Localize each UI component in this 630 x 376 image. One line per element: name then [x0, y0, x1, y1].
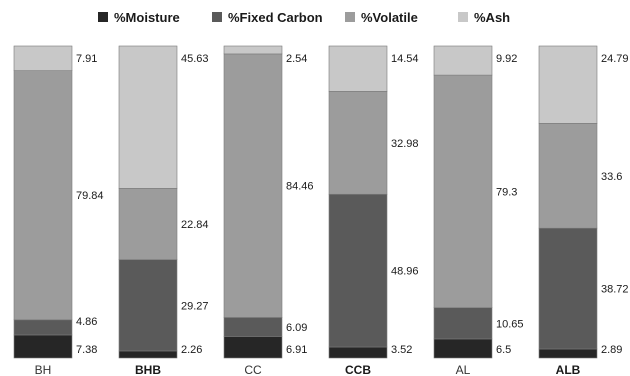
bar-segment-ash: [118, 45, 178, 189]
bar-segment-volatile: [328, 91, 388, 195]
legend: %Moisture %Fixed Carbon %Volatile %Ash: [98, 10, 510, 25]
data-label: 2.54: [286, 53, 307, 65]
data-label: 10.65: [496, 318, 524, 330]
data-label: 79.84: [76, 190, 104, 202]
bars: [13, 45, 598, 359]
bar-segment-ash: [13, 45, 73, 71]
bar-segment-moisture: [433, 338, 493, 359]
category-label-al: AL: [456, 363, 471, 376]
bar-segment-fixed-carbon: [223, 317, 283, 337]
category-label-bh: BH: [35, 363, 52, 376]
data-label: 2.89: [601, 344, 622, 356]
data-label: 79.3: [496, 186, 517, 198]
data-label: 3.52: [391, 344, 412, 356]
data-label: 33.6: [601, 171, 622, 183]
bar-stack-cc: [223, 45, 283, 359]
bar-segment-moisture: [538, 348, 598, 359]
data-label: 6.91: [286, 344, 307, 356]
legend-swatch: [458, 12, 468, 22]
category-label-bhb: BHB: [135, 363, 161, 376]
bar-segment-volatile: [118, 188, 178, 260]
data-label: 4.86: [76, 316, 97, 328]
data-labels: 7.38 4.86 79.84 7.91 2.26 29.27 22.84 45.63 6.91…: [76, 53, 629, 356]
data-label: 7.38: [76, 344, 97, 356]
legend-swatch: [345, 12, 355, 22]
data-label: 6.5: [496, 344, 511, 356]
data-label: 9.92: [496, 53, 517, 65]
bar-segment-volatile: [538, 123, 598, 229]
legend-label: %Moisture: [114, 10, 180, 25]
data-label: 45.63: [181, 53, 209, 65]
bar-segment-ash: [433, 45, 493, 76]
category-label-ccb: CCB: [345, 363, 371, 376]
category-label-alb: ALB: [556, 363, 581, 376]
data-label: 14.54: [391, 53, 419, 65]
bar-segment-fixed-carbon: [538, 227, 598, 350]
data-label: 84.46: [286, 181, 314, 193]
bar-segment-fixed-carbon: [328, 193, 388, 348]
legend-label: %Fixed Carbon: [228, 10, 323, 25]
bar-segment-volatile: [13, 70, 73, 321]
data-label: 6.09: [286, 322, 307, 334]
bar-segment-ash: [538, 45, 598, 124]
bar-segment-volatile: [223, 53, 283, 318]
legend-item-4: %Ash: [458, 10, 510, 25]
legend-label: %Ash: [474, 10, 510, 25]
bar-segment-moisture: [118, 350, 178, 359]
data-label: 29.27: [181, 300, 209, 312]
legend-item-1: %Moisture: [98, 10, 180, 25]
category-labels: BH BHB CC CCB AL ALB: [35, 363, 581, 376]
legend-label: %Volatile: [361, 10, 418, 25]
legend-swatch: [212, 12, 222, 22]
legend-item-3: %Volatile: [345, 10, 418, 25]
data-label: 7.91: [76, 53, 97, 65]
bar-segment-moisture: [223, 336, 283, 359]
bar-segment-fixed-carbon: [118, 259, 178, 352]
data-label: 38.72: [601, 284, 629, 296]
bar-segment-ash: [223, 45, 283, 55]
bar-stack-ccb: [328, 45, 388, 359]
data-label: 22.84: [181, 219, 209, 231]
data-label: 32.98: [391, 138, 419, 150]
data-label: 48.96: [391, 266, 419, 278]
legend-item-2: %Fixed Carbon: [212, 10, 323, 25]
bar-stack-bh: [13, 45, 73, 359]
bar-segment-fixed-carbon: [13, 319, 73, 336]
bar-stack-bhb: [118, 45, 178, 359]
bar-stack-alb: [538, 45, 598, 359]
bar-segment-volatile: [433, 74, 493, 308]
bar-stack-al: [433, 45, 493, 359]
bar-segment-moisture: [328, 346, 388, 359]
bar-segment-ash: [328, 45, 388, 92]
data-label: 2.26: [181, 344, 202, 356]
category-label-cc: CC: [244, 363, 262, 376]
legend-swatch: [98, 12, 108, 22]
bar-segment-moisture: [13, 334, 73, 359]
bar-segment-fixed-carbon: [433, 307, 493, 340]
data-label: 24.79: [601, 53, 629, 65]
